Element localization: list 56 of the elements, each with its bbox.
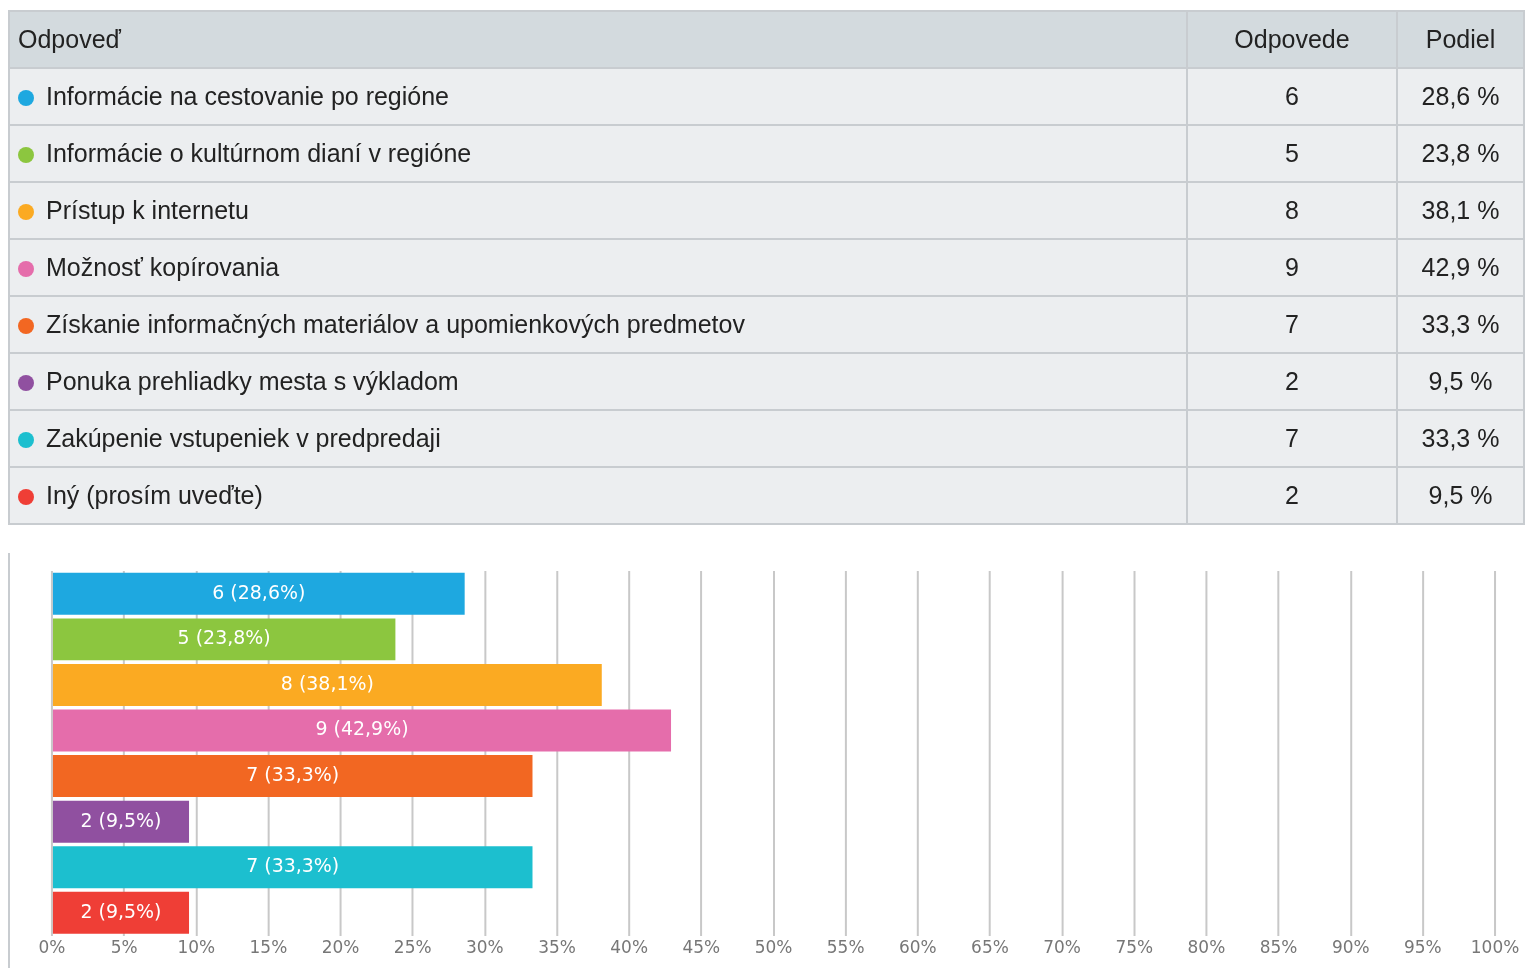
x-tick-label: 45% <box>682 937 721 958</box>
data-label: 7 (33,3%) <box>246 763 340 786</box>
x-tick-label: 15% <box>249 937 288 958</box>
data-label: 7 (33,3%) <box>246 854 340 877</box>
text: 28,6 % <box>1397 68 1524 125</box>
text: Podiel <box>1397 11 1524 68</box>
legend-label: Ponuka prehliadky mesta s výkladom <box>9 353 1187 410</box>
text: Odpovede <box>1187 11 1397 68</box>
legend-label: Možnosť kopírovania <box>9 239 1187 296</box>
x-tick-label: 5% <box>110 937 138 958</box>
x-tick-label: 20% <box>321 937 360 958</box>
text: 38,1 % <box>1397 182 1524 239</box>
text: 23,8 % <box>1397 125 1524 182</box>
x-tick-label: 40% <box>610 937 649 958</box>
data-label: 2 (9,5%) <box>80 899 162 922</box>
x-tick-label: 90% <box>1331 937 1370 958</box>
text: 7 <box>1187 410 1397 467</box>
data-label: 6 (28,6%) <box>212 580 306 603</box>
legend-label: Informácie na cestovanie po regióne <box>9 68 1187 125</box>
x-tick-label: 50% <box>754 937 793 958</box>
text: 9,5 % <box>1397 467 1524 524</box>
text: 7 <box>1187 296 1397 353</box>
data-label: 8 (38,1%) <box>280 671 374 694</box>
x-tick-label: 25% <box>393 937 432 958</box>
text: 33,3 % <box>1397 410 1524 467</box>
data-label: 9 (42,9%) <box>315 717 409 740</box>
text: 8 <box>1187 182 1397 239</box>
text: 9 <box>1187 239 1397 296</box>
x-tick-label: 75% <box>1115 937 1154 958</box>
legend-label: Informácie o kultúrnom dianí v regióne <box>9 125 1187 182</box>
x-tick-label: 60% <box>898 937 937 958</box>
x-tick-label: 55% <box>826 937 865 958</box>
x-tick-label: 85% <box>1259 937 1298 958</box>
legend-label: Iný (prosím uveďte) <box>9 467 1187 524</box>
legend-label: Získanie informačných materiálov a upomienkových predmetov <box>9 296 1187 353</box>
text: 5 <box>1187 125 1397 182</box>
text: 6 <box>1187 68 1397 125</box>
text: 9,5 % <box>1397 353 1524 410</box>
text: 42,9 % <box>1397 239 1524 296</box>
text: 2 <box>1187 467 1397 524</box>
x-tick-label: 0% <box>38 937 66 958</box>
text: 2 <box>1187 353 1397 410</box>
x-tick-label: 30% <box>466 937 504 958</box>
text: Odpoveď <box>9 11 1187 68</box>
x-tick-label: 100% <box>1470 937 1520 958</box>
x-tick-label: 95% <box>1404 937 1442 958</box>
legend-label: Zakúpenie vstupeniek v predpredaji <box>9 410 1187 467</box>
data-label: 2 (9,5%) <box>80 808 162 831</box>
x-tick-label: 80% <box>1187 937 1226 958</box>
x-tick-label: 35% <box>538 937 576 958</box>
x-tick-label: 10% <box>177 937 216 958</box>
text: 33,3 % <box>1397 296 1524 353</box>
data-label: 5 (23,8%) <box>177 626 271 649</box>
x-tick-label: 70% <box>1043 937 1081 958</box>
legend-label: Prístup k internetu <box>9 182 1187 239</box>
x-tick-label: 65% <box>971 937 1009 958</box>
